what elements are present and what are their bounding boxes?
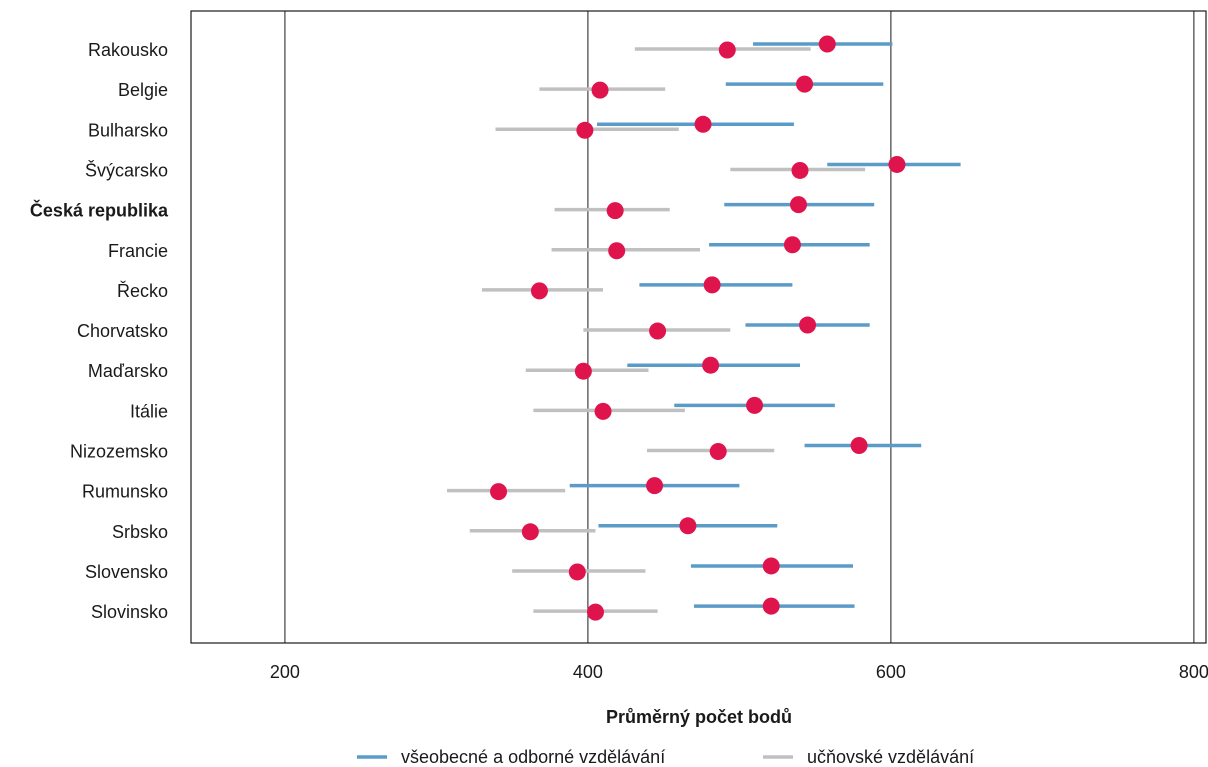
x-tick-label: 400 bbox=[573, 662, 603, 682]
mean-marker-apprenticeship bbox=[791, 161, 809, 179]
plot-area bbox=[190, 10, 1207, 644]
mean-marker-apprenticeship bbox=[568, 563, 586, 581]
mean-marker-apprenticeship bbox=[718, 41, 736, 59]
mean-marker-apprenticeship bbox=[521, 523, 539, 541]
category-label: Francie bbox=[108, 241, 168, 261]
mean-marker-general bbox=[703, 276, 721, 294]
mean-marker-general bbox=[646, 477, 664, 495]
category-label: Švýcarsko bbox=[85, 159, 168, 180]
mean-marker-apprenticeship bbox=[608, 242, 626, 260]
category-label: Rumunsko bbox=[82, 482, 168, 502]
category-label: Slovensko bbox=[85, 562, 168, 582]
mean-marker-apprenticeship bbox=[490, 483, 508, 501]
x-tick-label: 600 bbox=[876, 662, 906, 682]
gridlines bbox=[284, 11, 1195, 643]
x-tick-label: 800 bbox=[1179, 662, 1208, 682]
x-axis-tick-labels: 200 400 600 800 bbox=[270, 662, 1208, 682]
mean-marker-general bbox=[783, 236, 801, 254]
mean-marker-general bbox=[789, 196, 807, 214]
mean-marker-general bbox=[818, 35, 836, 53]
mean-marker-apprenticeship bbox=[586, 603, 604, 621]
mean-marker-apprenticeship bbox=[606, 202, 624, 220]
legend-label-apprenticeship: učňovské vzdělávání bbox=[807, 747, 974, 767]
category-label: Řecko bbox=[117, 281, 168, 301]
category-label: Česká republika bbox=[30, 200, 169, 221]
mean-marker-general bbox=[888, 155, 906, 173]
category-label: Belgie bbox=[118, 80, 168, 100]
mean-marker-general bbox=[762, 597, 780, 615]
mean-marker-apprenticeship bbox=[576, 121, 594, 139]
mean-marker-general bbox=[850, 437, 868, 454]
mean-marker-general bbox=[694, 115, 712, 133]
category-label: Bulharsko bbox=[88, 120, 168, 140]
mean-marker-apprenticeship bbox=[649, 322, 667, 340]
category-label: Itálie bbox=[130, 401, 168, 421]
mean-markers bbox=[490, 35, 906, 621]
mean-marker-general bbox=[679, 517, 697, 535]
category-label: Rakousko bbox=[88, 40, 168, 60]
mean-marker-general bbox=[702, 356, 720, 374]
category-label: Nizozemsko bbox=[70, 442, 168, 462]
x-axis-title: Průměrný počet bodů bbox=[606, 707, 792, 727]
mean-marker-general bbox=[796, 75, 814, 93]
mean-marker-general bbox=[746, 396, 764, 414]
legend-label-general: všeobecné a odborné vzdělávání bbox=[401, 747, 665, 767]
mean-marker-apprenticeship bbox=[594, 402, 612, 420]
category-labels: Rakousko Belgie Bulharsko Švýcarsko Česká re… bbox=[30, 40, 169, 622]
category-label: Srbsko bbox=[112, 522, 168, 542]
mean-marker-apprenticeship bbox=[591, 81, 609, 99]
mean-marker-apprenticeship bbox=[574, 362, 592, 380]
mean-marker-apprenticeship bbox=[530, 282, 548, 300]
category-label: Slovinsko bbox=[91, 602, 168, 622]
category-label: Maďarsko bbox=[88, 361, 168, 381]
mean-marker-general bbox=[762, 557, 780, 575]
mean-marker-general bbox=[799, 316, 817, 334]
mean-marker-apprenticeship bbox=[709, 443, 727, 460]
legend: všeobecné a odborné vzdělávání učňovské … bbox=[357, 747, 974, 767]
category-label: Chorvatsko bbox=[77, 321, 168, 341]
x-tick-label: 200 bbox=[270, 662, 300, 682]
